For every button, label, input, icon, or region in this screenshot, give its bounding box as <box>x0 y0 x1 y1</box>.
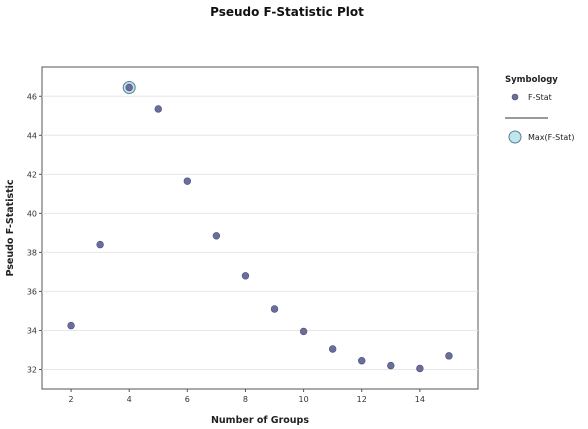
legend-max-f-stat-label: Max(F-Stat) <box>528 133 575 142</box>
x-tick-label: 4 <box>127 395 132 404</box>
gridlines <box>42 95 478 370</box>
y-tick-label: 44 <box>27 131 37 140</box>
x-tick-label: 6 <box>185 395 190 404</box>
f-stat-point <box>154 105 162 113</box>
y-tick-label: 40 <box>27 209 37 218</box>
legend-title: Symbology <box>505 75 558 85</box>
legend: Symbology F-Stat Max(F-Stat) <box>505 75 575 144</box>
data-points <box>67 80 453 373</box>
y-tick-label: 38 <box>27 248 37 257</box>
legend-max-f-stat-marker <box>508 130 522 144</box>
f-stat-point <box>387 361 395 370</box>
f-stat-point <box>358 357 366 365</box>
f-stat-point <box>241 272 250 280</box>
f-stat-point <box>299 327 308 336</box>
plot-area <box>41 66 479 390</box>
y-axis-ticks: 32 34 36 38 40 42 44 46 <box>27 92 42 374</box>
f-stat-point <box>328 345 337 353</box>
y-tick-label: 34 <box>27 326 37 335</box>
f-stat-point <box>445 352 453 360</box>
f-stat-point <box>212 232 221 240</box>
x-tick-label: 14 <box>415 395 425 404</box>
legend-f-stat-label: F-Stat <box>528 93 552 102</box>
x-tick-label: 10 <box>299 395 309 404</box>
x-tick-label: 2 <box>69 395 74 404</box>
legend-f-stat-marker <box>511 93 519 101</box>
f-stat-point <box>416 364 424 373</box>
f-stat-point <box>125 83 133 92</box>
y-tick-label: 36 <box>27 287 37 296</box>
x-axis-ticks: 2 4 6 8 10 12 14 <box>69 389 425 404</box>
y-tick-label: 46 <box>27 92 37 101</box>
f-stat-point <box>270 305 279 313</box>
f-stat-point <box>96 240 104 249</box>
y-tick-label: 42 <box>27 170 37 179</box>
y-tick-label: 32 <box>27 365 37 374</box>
x-tick-label: 8 <box>243 395 248 404</box>
y-axis-label: Pseudo F-Statistic <box>5 179 16 276</box>
f-stat-point <box>183 177 192 185</box>
x-axis-label: Number of Groups <box>211 415 309 426</box>
x-tick-label: 12 <box>357 395 367 404</box>
chart-title: Pseudo F-Statistic Plot <box>210 5 364 19</box>
f-stat-point <box>67 321 75 330</box>
